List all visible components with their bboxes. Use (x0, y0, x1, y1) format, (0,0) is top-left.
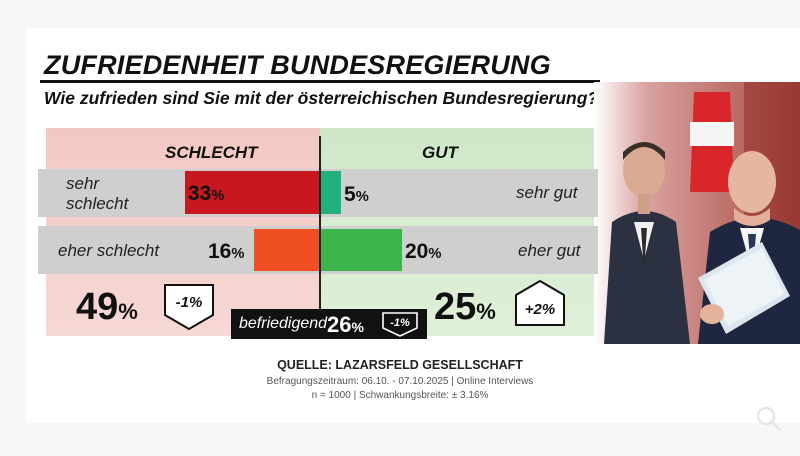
title-underline (40, 80, 600, 83)
category-label-sehr-gut: sehr gut (516, 183, 578, 202)
data-label-eher-schlecht: 16% (208, 240, 244, 264)
change-badge-schlecht: -1% (164, 284, 214, 331)
data-label-eher-gut: 20% (405, 240, 441, 264)
unit-label: % (118, 299, 138, 324)
bar-sehr-gut (320, 171, 341, 214)
change-badge-gut: +2% (515, 279, 565, 326)
change-value: -1% (390, 317, 410, 329)
data-label-value: 16 (208, 240, 232, 263)
category-label-line: schlecht (66, 194, 129, 213)
category-label-eher-gut: eher gut (518, 241, 581, 260)
government-photo (594, 82, 800, 344)
bar-eher-gut (320, 229, 402, 271)
search-icon[interactable] (754, 404, 782, 432)
total-value: 26 (327, 312, 352, 337)
unit-label: % (476, 299, 496, 324)
befriedigend-value: 26% (327, 312, 364, 338)
data-label-value: 33 (188, 182, 212, 205)
befriedigend-label: befriedigend (239, 315, 328, 332)
unit-label: % (211, 188, 225, 204)
change-value: +2% (525, 301, 555, 318)
center-axis (319, 136, 321, 336)
unit-label: % (428, 246, 442, 262)
change-badge-befriedigend: -1% (382, 312, 418, 337)
source-heading: QUELLE: LAZARSFELD GESELLSCHAFT (277, 358, 523, 372)
total-schlecht: 49% (76, 286, 138, 329)
total-gut: 25% (434, 286, 496, 329)
source-sample: n = 1000 | Schwankungsbreite: ± 3.16% (311, 390, 489, 401)
bar-eher-schlecht (254, 229, 320, 271)
gut-heading: GUT (422, 143, 458, 162)
total-value: 49 (76, 286, 119, 328)
data-label-sehr-schlecht: 33% (188, 182, 224, 206)
unit-label: % (231, 246, 245, 262)
category-label-line: sehr (66, 174, 100, 193)
data-label-value: 5 (344, 183, 356, 206)
befriedigend-box: befriedigend 26% -1% (231, 309, 427, 339)
category-label-sehr-schlecht: sehr schlecht (66, 174, 128, 214)
data-label-sehr-gut: 5% (344, 183, 369, 207)
data-label-value: 20 (405, 240, 429, 263)
source-period: Befragungszeitraum: 06.10. - 07.10.2025 … (266, 376, 534, 387)
total-value: 25 (434, 286, 477, 328)
bar-sehr-schlecht (185, 171, 320, 214)
page-title: ZUFRIEDENHEIT BUNDESREGIERUNG (44, 50, 551, 80)
survey-question: Wie zufrieden sind Sie mit der österreic… (44, 88, 599, 108)
change-value: -1% (176, 294, 203, 311)
schlecht-heading: SCHLECHT (165, 143, 258, 162)
category-label-eher-schlecht: eher schlecht (58, 241, 160, 260)
unit-label: % (351, 319, 364, 335)
unit-label: % (355, 189, 369, 205)
